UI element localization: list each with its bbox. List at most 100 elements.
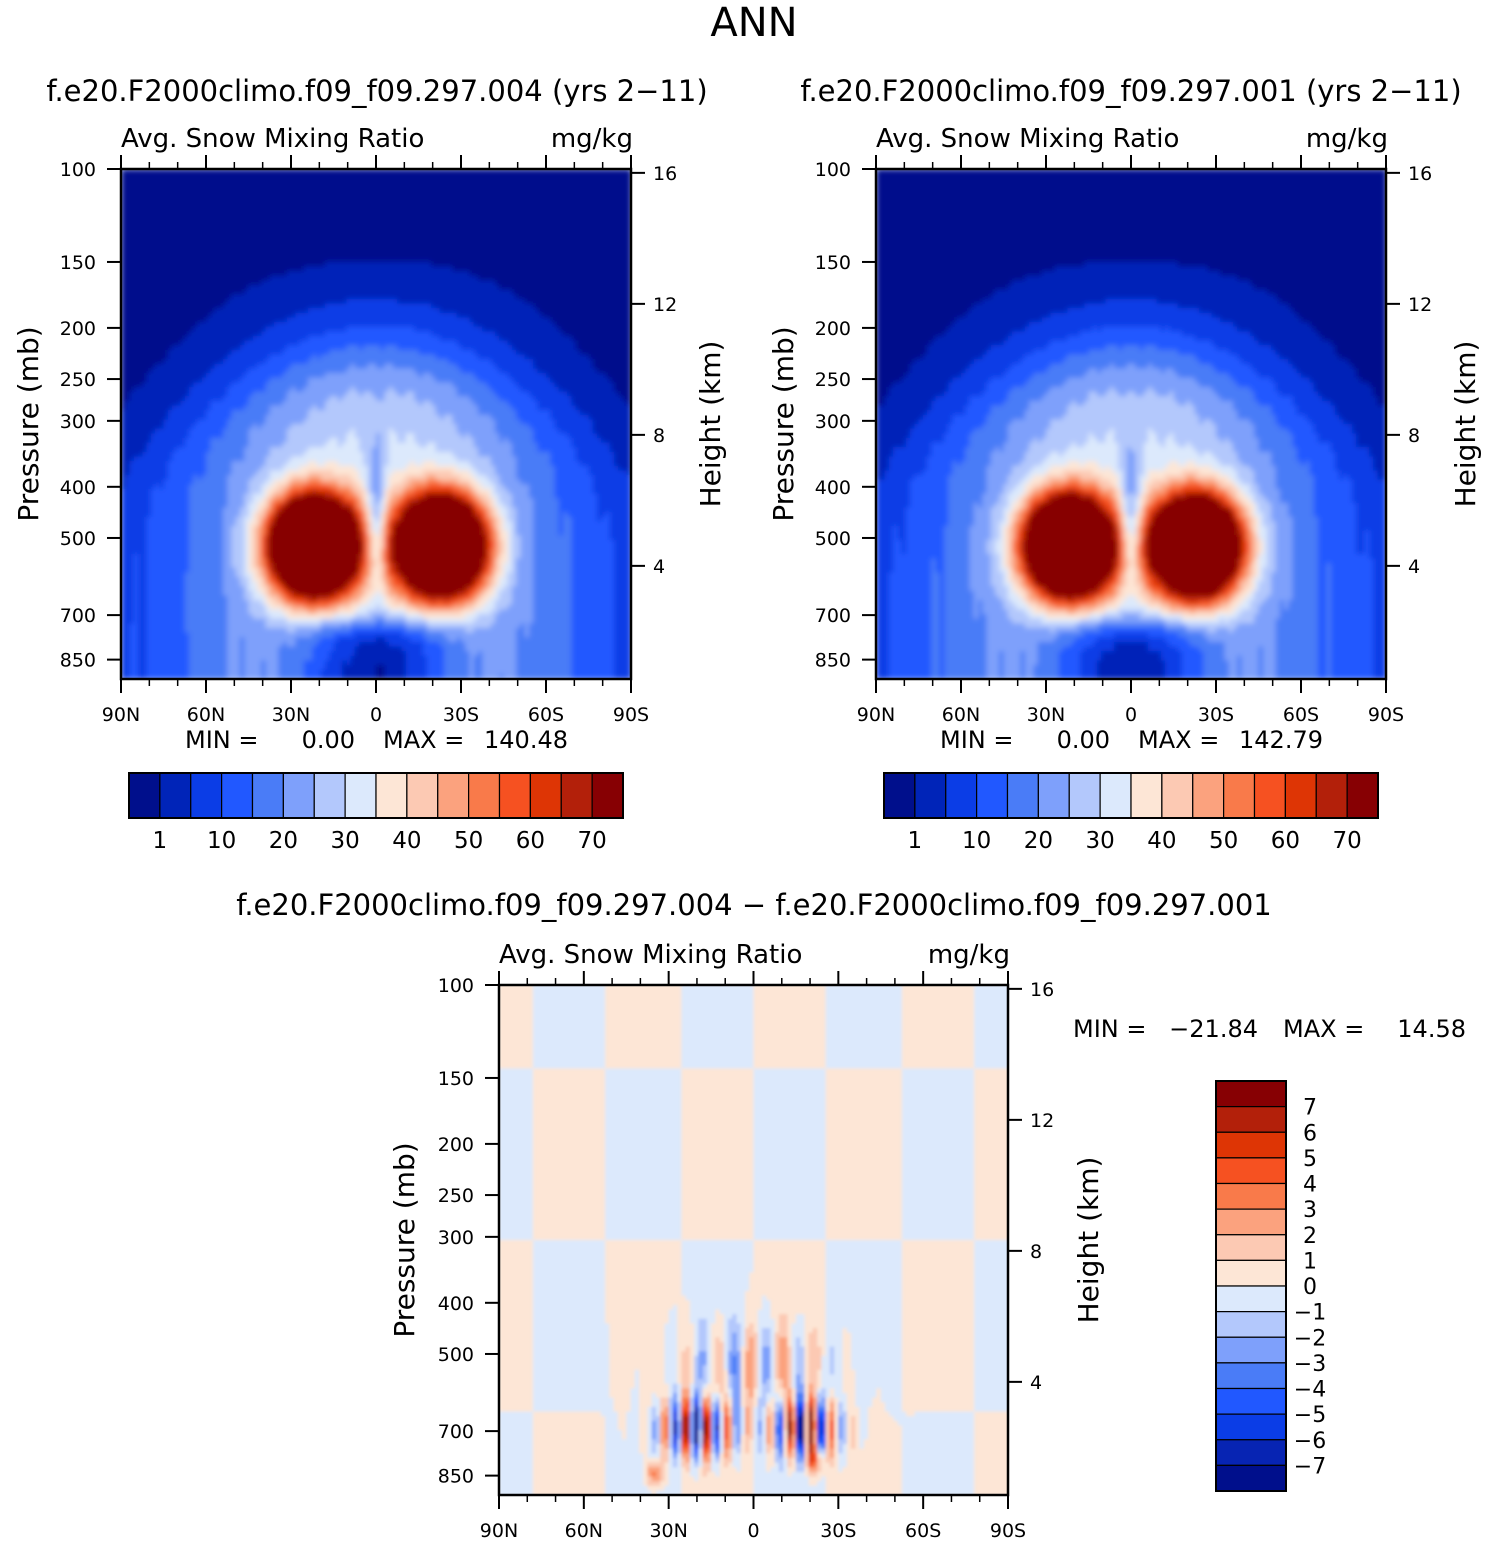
contour-cell [274,233,279,240]
contour-cell [567,229,573,235]
contour-cell [584,206,590,212]
contour-cell [401,266,407,272]
contour-cell [363,354,369,360]
contour-cell [354,201,360,207]
contour-cell [363,312,369,318]
contour-cell [291,326,296,332]
contour-cell [550,266,556,272]
contour-cell [278,201,284,207]
contour-cell [614,289,619,295]
contour-cell [422,196,428,203]
contour-cell [567,354,573,360]
contour-cell [269,192,275,198]
contour-cell [189,233,194,240]
contour-cell [601,275,607,281]
contour-cell [622,243,628,249]
contour-cell [584,298,590,305]
contour-cell [240,182,245,189]
contour-cell [167,178,173,184]
contour-cell [337,335,343,342]
contour-cell [563,331,568,337]
contour-cell [329,266,335,272]
contour-cell [418,220,424,226]
contour-cell [146,335,152,342]
contour-cell [626,345,631,351]
contour-cell [456,345,462,351]
contour-cell [465,257,471,263]
contour-cell [473,271,479,277]
contour-cell [482,345,488,351]
contour-cell [512,233,517,240]
contour-cell [231,349,237,356]
contour-cell [142,271,148,277]
contour-cell [380,196,386,203]
contour-cell [618,345,624,351]
contour-cell [520,335,526,342]
contour-cell [282,238,288,244]
contour-cell [478,196,483,203]
contour-cell [410,294,415,300]
contour-cell [444,201,449,207]
contour-cell [380,312,386,318]
contour-cell [507,229,513,235]
contour-cell [584,169,590,175]
contour-cell [384,289,390,295]
contour-cell [388,210,394,216]
contour-cell [380,322,386,328]
contour-cell [384,354,390,360]
contour-cell [231,233,237,240]
contour-cell [537,252,543,258]
contour-cell [269,275,275,281]
contour-cell [299,354,305,360]
contour-cell [469,280,475,286]
contour-cell [490,252,496,258]
contour-cell [206,303,211,309]
contour-cell [410,220,415,226]
contour-cell [431,169,437,175]
contour-cell [512,206,517,212]
contour-cell [278,187,284,193]
contour-cell [388,261,394,267]
contour-cell [469,243,475,249]
contour-cell [584,247,590,254]
contour-cell [257,275,262,281]
contour-cell [520,289,526,295]
contour-cell [435,275,441,281]
contour-cell [210,243,216,249]
contour-cell [240,331,245,337]
contour-cell [614,280,619,286]
contour-cell [558,354,564,360]
contour-cell [571,224,577,230]
contour-cell [227,335,233,342]
contour-cell [129,326,135,332]
contour-cell [227,354,233,360]
contour-cell [363,196,369,203]
contour-cell [397,201,403,207]
contour-cell [558,345,564,351]
contour-cell [597,280,602,286]
contour-cell [567,220,573,226]
contour-cell [121,187,126,193]
contour-cell [125,192,131,198]
contour-cell [469,210,475,216]
contour-cell [520,182,526,189]
contour-cell [155,243,160,249]
contour-cell [142,294,148,300]
contour-cell [269,326,275,332]
contour-cell [380,210,386,216]
contour-cell [248,206,254,212]
contour-cell [312,345,318,351]
contour-cell [371,252,377,258]
contour-cell [227,178,233,184]
contour-cell [176,210,182,216]
contour-cell [550,261,556,267]
contour-cell [197,201,203,207]
contour-cell [384,178,390,184]
contour-cell [278,271,284,277]
contour-cell [129,331,135,337]
contour-cell [172,182,177,189]
contour-cell [316,233,322,240]
contour-cell [507,173,513,179]
contour-cell [478,331,483,337]
contour-cell [210,187,216,193]
